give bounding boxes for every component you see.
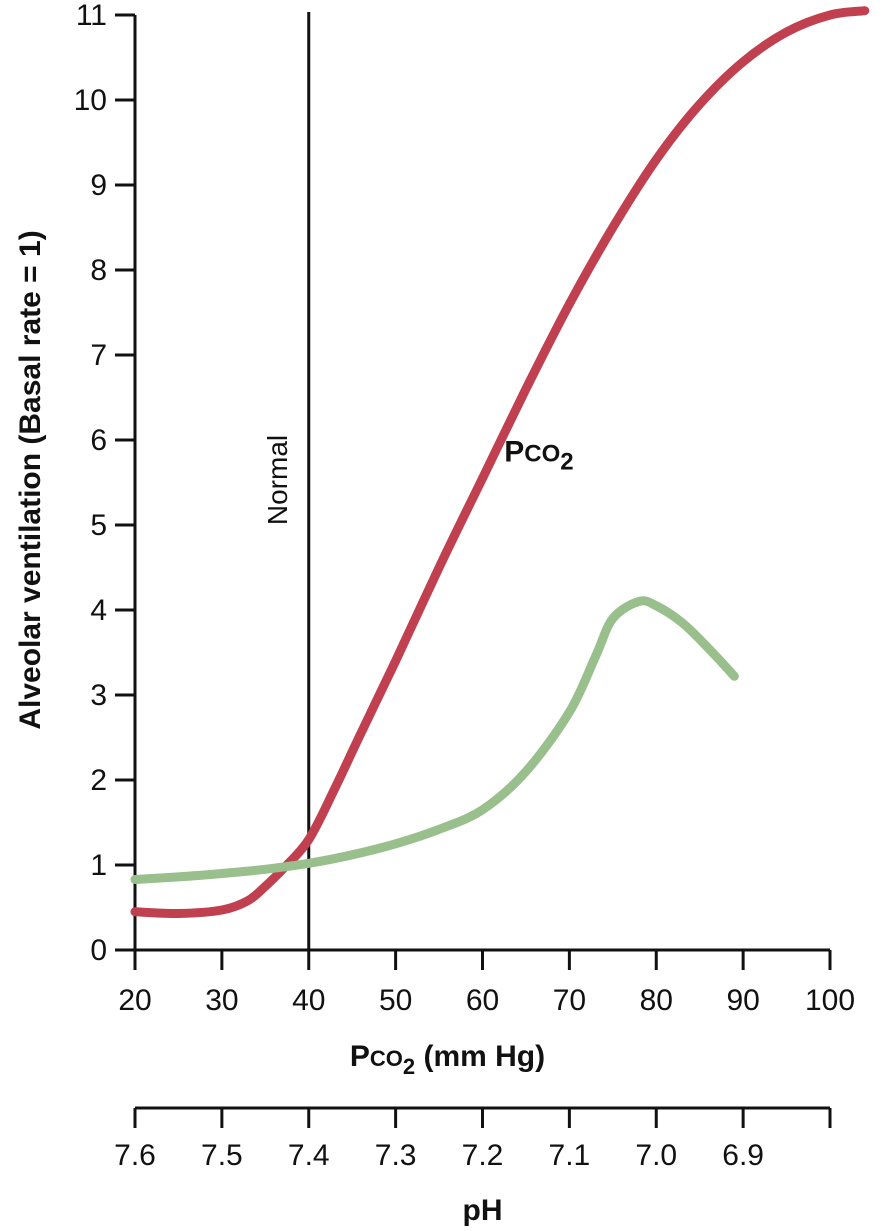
y-tick-label: 1 bbox=[90, 849, 107, 882]
y-tick-label: 7 bbox=[90, 339, 107, 372]
y-tick-label: 10 bbox=[74, 84, 107, 117]
x-tick-label: 70 bbox=[553, 984, 586, 1017]
y-tick-label: 9 bbox=[90, 169, 107, 202]
y-tick-label: 8 bbox=[90, 254, 107, 287]
x-tick-label: 80 bbox=[640, 984, 673, 1017]
y-tick-label: 3 bbox=[90, 679, 107, 712]
y-tick-label: 6 bbox=[90, 424, 107, 457]
series-label-small: CO bbox=[524, 440, 560, 467]
x-tick-label: 50 bbox=[379, 984, 412, 1017]
x-axis-title-suffix: (mm Hg) bbox=[415, 1040, 545, 1073]
x-axis-title-small: CO bbox=[370, 1046, 403, 1071]
y-tick-label: 5 bbox=[90, 509, 107, 542]
x-axis-title: PCO2 (mm Hg) bbox=[350, 1040, 545, 1079]
x-axis-title-prefix: P bbox=[350, 1040, 370, 1073]
x-tick-label: 30 bbox=[205, 984, 238, 1017]
normal-label: Normal bbox=[262, 435, 293, 525]
y-tick-label: 2 bbox=[90, 764, 107, 797]
ph-tick-label: 7.6 bbox=[114, 1139, 156, 1172]
ph-tick-label: 7.1 bbox=[549, 1139, 591, 1172]
x-tick-label: 60 bbox=[466, 984, 499, 1017]
series-group bbox=[130, 6, 870, 919]
series-label-prefix: P bbox=[504, 435, 524, 468]
x-tick-label: 90 bbox=[726, 984, 759, 1017]
ph-tick-label: 7.3 bbox=[375, 1139, 417, 1172]
y-axis-title: Alveolar ventilation (Basal rate = 1) bbox=[14, 230, 47, 729]
ph-tick-label: 7.5 bbox=[201, 1139, 243, 1172]
x-tick-label: 40 bbox=[292, 984, 325, 1017]
x-axis: 20 30 40 50 60 70 80 90 100 bbox=[118, 948, 855, 1017]
ph-tick-label: 7.4 bbox=[288, 1139, 330, 1172]
y-tick-label: 0 bbox=[90, 934, 107, 967]
series-label-sub: 2 bbox=[560, 448, 573, 475]
x-tick-label: 100 bbox=[805, 984, 855, 1017]
x-tick-label: 20 bbox=[118, 984, 151, 1017]
series-label-pco2: PCO2 bbox=[504, 435, 573, 475]
series-line-ph bbox=[130, 596, 739, 884]
y-axis: 0 1 2 3 4 5 6 7 8 9 10 11 bbox=[74, 0, 137, 967]
ph-axis: 7.6 7.5 7.4 7.3 7.2 7.1 7.0 6.9 bbox=[114, 1106, 832, 1172]
y-tick-label: 4 bbox=[90, 594, 107, 627]
series-line-pco2 bbox=[130, 6, 870, 919]
ph-axis-title: pH bbox=[463, 1194, 503, 1227]
y-tick-label: 11 bbox=[76, 0, 107, 32]
x-axis-title-sub: 2 bbox=[403, 1054, 415, 1079]
ph-tick-label: 6.9 bbox=[722, 1139, 764, 1172]
ph-tick-label: 7.2 bbox=[462, 1139, 504, 1172]
ph-tick-label: 7.0 bbox=[635, 1139, 677, 1172]
